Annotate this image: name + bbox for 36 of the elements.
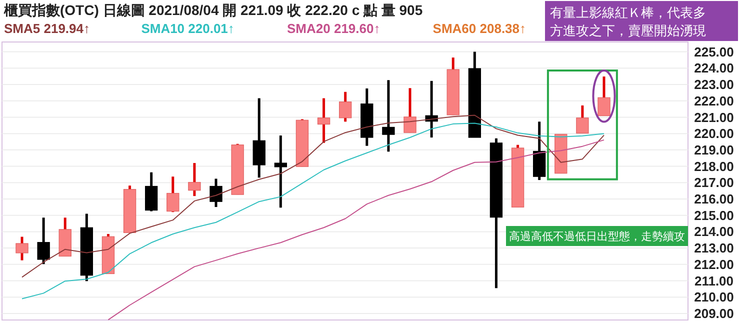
y-tick-label: 211.00 [694, 273, 734, 288]
text: SMA20 219.60↑ [287, 21, 380, 36]
text: SMA10 220.01↑ [141, 21, 234, 36]
y-tick-label: 218.00 [694, 158, 734, 174]
candlestick [382, 78, 395, 153]
y-tick-label: 225.00 [694, 44, 734, 60]
y-tick-label: 220.00 [694, 126, 734, 142]
y-tick-label: 217.00 [694, 175, 734, 190]
y-tick-label: 223.00 [694, 77, 734, 92]
candlestick [166, 175, 180, 214]
candlestick [274, 134, 287, 209]
candlestick [576, 104, 589, 134]
y-tick-label: 215.00 [694, 208, 734, 223]
y-tick-label: 216.00 [694, 192, 734, 207]
y-tick-label: 210.00 [694, 290, 734, 305]
y-tick-label: 222.00 [694, 93, 734, 108]
y-tick-label: 214.00 [694, 224, 734, 240]
annotation: 高過高低不過低日出型態，走勢續攻 [509, 230, 685, 243]
candlestick [210, 177, 222, 208]
text: 有量上影線紅Ｋ棒，代表多方進攻之下，賣壓開始湧現 [550, 5, 706, 38]
y-tick-label: 213.00 [694, 240, 734, 256]
y-tick-label: 224.00 [694, 60, 734, 76]
y-tick-label: 221.00 [694, 110, 734, 125]
candlestick [339, 90, 352, 123]
candlestick [404, 86, 416, 134]
y-tick-label: 212.00 [694, 256, 734, 272]
candlestick [188, 162, 201, 198]
candlestick [598, 75, 610, 117]
legend-label: SMA60 208.38↑ [432, 21, 526, 36]
text: SMA5 219.94↑ [4, 21, 90, 36]
y-tick-label: 219.00 [694, 142, 734, 158]
candlestick [317, 97, 330, 144]
chart-title: 櫃買指數(OTC) 日線圖 2021/08/04 開 221.09 收 222.20 c 點 量 905 [3, 2, 423, 18]
candlestick [16, 236, 28, 262]
candlestick [37, 216, 50, 266]
y-tick-label: 209.00 [694, 306, 734, 322]
